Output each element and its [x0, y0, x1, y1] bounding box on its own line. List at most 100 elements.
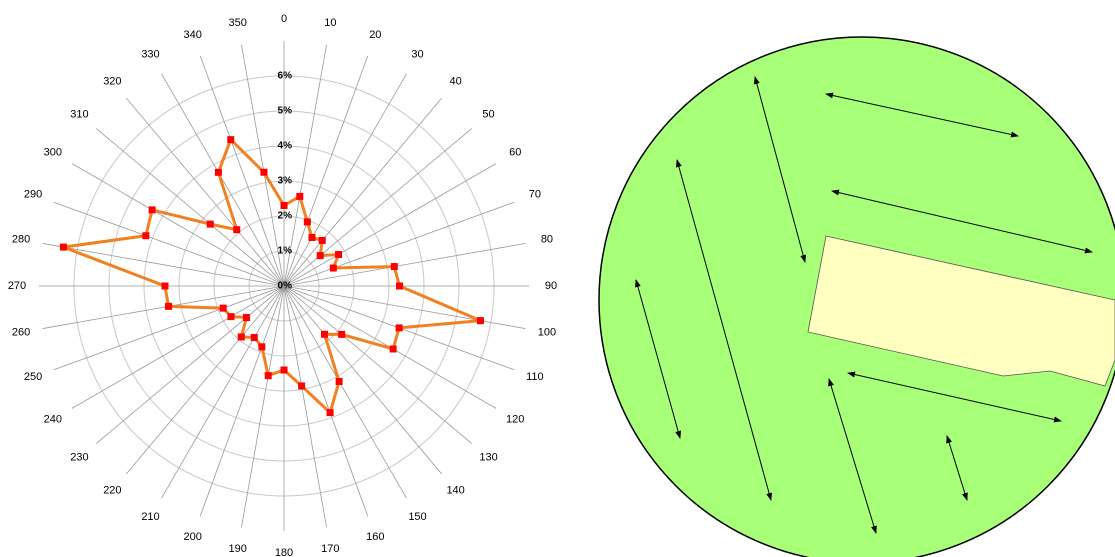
angle-label: 260 — [12, 326, 30, 338]
marker — [237, 333, 245, 341]
marker — [233, 226, 241, 234]
spoke — [283, 285, 472, 444]
spoke — [241, 44, 285, 287]
angle-label: 190 — [228, 543, 246, 555]
marker — [59, 243, 67, 251]
radial-tick-label: 2% — [278, 211, 293, 222]
angle-label: 250 — [24, 371, 42, 383]
marker — [396, 282, 403, 290]
angle-label: 20 — [369, 29, 381, 41]
angle-label: 310 — [70, 108, 88, 120]
spoke — [241, 285, 285, 528]
arrow — [946, 435, 968, 501]
marker — [316, 252, 324, 260]
arrow — [825, 92, 1019, 138]
marker — [329, 264, 337, 272]
marker — [258, 343, 266, 351]
angle-label: 140 — [446, 484, 464, 496]
radial-tick-label: 4% — [278, 141, 293, 152]
angle-label: 210 — [141, 511, 159, 523]
angle-label: 340 — [184, 29, 202, 41]
marker — [395, 324, 403, 332]
marker — [250, 334, 258, 342]
marker — [308, 234, 316, 242]
angle-label: 30 — [411, 49, 423, 61]
marker — [227, 136, 235, 144]
marker — [318, 236, 326, 244]
angle-label: 350 — [228, 17, 246, 29]
angle-label: 130 — [479, 452, 497, 464]
marker — [303, 218, 311, 226]
angle-label: 330 — [141, 49, 159, 61]
angle-label: 180 — [275, 547, 293, 557]
marker — [148, 206, 156, 214]
angle-label: 90 — [545, 280, 557, 292]
marker — [335, 377, 343, 385]
angle-label: 240 — [44, 413, 62, 425]
spoke — [283, 285, 369, 517]
spoke — [283, 285, 407, 499]
marker — [390, 263, 398, 271]
spoke — [42, 243, 285, 287]
angle-label: 70 — [529, 189, 541, 201]
radial-tick-label: 5% — [278, 106, 293, 117]
spoke — [283, 128, 472, 287]
marker — [227, 313, 235, 321]
marker — [389, 345, 397, 353]
arrow — [753, 76, 807, 263]
angle-label: 120 — [506, 413, 524, 425]
spoke — [126, 285, 285, 474]
angle-label: 270 — [8, 280, 26, 292]
marker — [338, 330, 346, 338]
angle-label: 50 — [482, 108, 494, 120]
building — [807, 235, 1115, 387]
marker — [476, 317, 484, 325]
arrow — [828, 378, 877, 534]
angle-label: 40 — [449, 75, 461, 87]
marker — [165, 302, 173, 310]
marker — [242, 313, 250, 321]
angle-label: 60 — [509, 146, 521, 158]
arrow — [634, 279, 682, 439]
spoke — [161, 285, 285, 499]
spoke — [126, 98, 285, 287]
angle-label: 290 — [24, 189, 42, 201]
spoke — [161, 73, 285, 287]
marker — [296, 192, 304, 200]
radial-tick-label: 6% — [278, 71, 293, 82]
marker — [142, 232, 150, 240]
spoke — [283, 285, 327, 528]
site-diagram — [598, 36, 1115, 557]
spoke — [199, 285, 285, 517]
spoke — [42, 285, 285, 329]
spoke — [283, 55, 369, 287]
angle-label: 110 — [526, 371, 544, 383]
marker — [298, 382, 306, 390]
arrow — [675, 159, 773, 501]
spoke — [283, 243, 526, 287]
radial-tick-label: 1% — [278, 246, 293, 257]
spoke — [53, 285, 285, 371]
marker — [335, 251, 343, 258]
spoke — [283, 201, 515, 287]
spoke — [71, 285, 285, 409]
spoke — [53, 201, 285, 287]
angle-label: 10 — [324, 17, 336, 29]
polar-chart: 0 10 20 30 40 50 60 70 80 90 100 110 120 130 140 150 160… — [8, 13, 557, 557]
marker — [206, 220, 214, 228]
spoke — [283, 98, 442, 287]
angle-label: 280 — [12, 234, 30, 246]
angle-label: 100 — [538, 326, 556, 338]
spoke — [283, 44, 327, 287]
angle-label: 320 — [103, 75, 121, 87]
marker — [264, 372, 272, 380]
angle-label: 80 — [541, 234, 553, 246]
spoke — [283, 73, 407, 287]
spoke — [71, 163, 285, 287]
spoke — [199, 55, 285, 287]
angle-label: 220 — [103, 484, 121, 496]
marker — [326, 409, 334, 417]
radial-tick-label: 3% — [278, 176, 293, 187]
marker — [280, 202, 288, 209]
